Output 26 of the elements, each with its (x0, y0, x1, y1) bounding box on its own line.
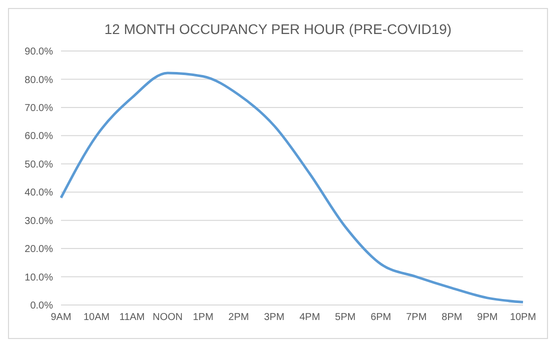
y-tick-label: 90.0% (24, 46, 54, 58)
y-tick-label: 30.0% (24, 216, 54, 227)
x-tick-label: NOON (152, 312, 183, 324)
x-tick-label: 1PM (192, 312, 214, 324)
x-tick-label: 3PM (264, 312, 285, 324)
x-tick-label: 6PM (370, 312, 392, 324)
y-tick-label: 20.0% (24, 244, 54, 256)
x-tick-label: 9AM (50, 312, 72, 324)
y-tick-label: 80.0% (24, 74, 54, 86)
y-tick-label: 10.0% (24, 272, 54, 284)
x-tick-label: 9PM (477, 312, 498, 324)
line-series (60, 72, 524, 304)
y-tick-label: 0.0% (30, 300, 54, 312)
y-tick-label: 40.0% (24, 188, 54, 199)
y-tick-label: 60.0% (24, 131, 54, 142)
x-tick-label: 7PM (406, 312, 427, 324)
chart-title: 12 MONTH OCCUPANCY PER HOUR (PRE-COVID19) (103, 21, 453, 39)
x-tick-label: 5PM (335, 312, 356, 324)
y-tick-label: 70.0% (24, 102, 54, 114)
x-tick-label: 10PM (510, 312, 536, 324)
x-tick-label: 2PM (228, 312, 249, 324)
x-tick-label: 8PM (442, 312, 462, 324)
x-tick-label: 11AM (119, 312, 145, 324)
y-tick-label: 50.0% (24, 159, 54, 170)
x-tick-label: 10AM (83, 312, 110, 324)
x-tick-label: 4PM (299, 312, 320, 324)
